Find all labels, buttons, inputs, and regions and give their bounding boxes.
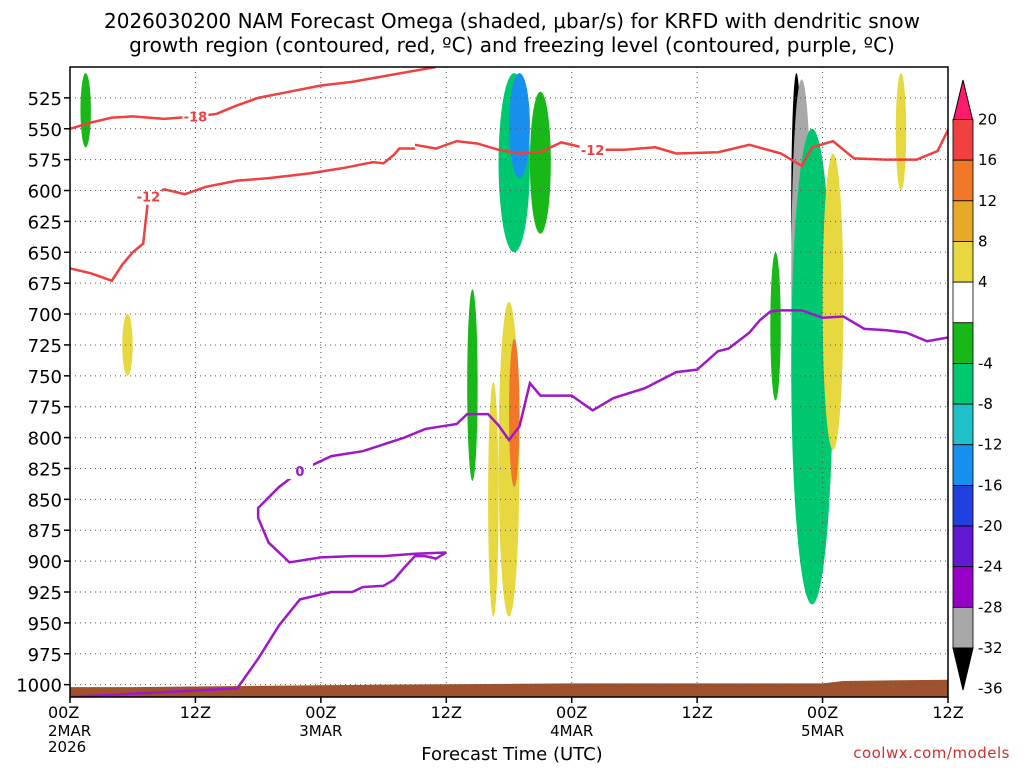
colorbar-label-2: 12: [978, 192, 997, 210]
omega-shade-region-3: [488, 382, 499, 617]
x-date-label-24: 3MAR: [299, 722, 342, 740]
y-tick-label-1000: 1000: [16, 676, 62, 697]
y-tick-label-625: 625: [28, 212, 62, 233]
omega-shade-region-1: [122, 314, 133, 376]
colorbar-label-0: 20: [978, 111, 997, 129]
chart-title-line-2: growth region (contoured, red, ºC) and f…: [129, 33, 895, 57]
y-tick-label-950: 950: [28, 614, 62, 635]
terrain-surface: [70, 679, 948, 697]
y-tick-label-975: 975: [28, 645, 62, 666]
colorbar-bottom-arrow: [952, 647, 974, 691]
contour-label-3: 0: [295, 465, 304, 480]
contour-label-2: -12: [137, 191, 161, 206]
y-tick-label-875: 875: [28, 521, 62, 542]
x-tick-label-12: 12Z: [180, 703, 211, 722]
contour-label-bg-1: [579, 141, 606, 158]
omega-shade-region-5: [509, 338, 520, 487]
contour-line-3: [70, 309, 948, 697]
omega-shade-region-8: [529, 91, 551, 234]
colorbar-label-12: -32: [978, 639, 1003, 657]
colorbar-top-arrow: [952, 79, 974, 122]
y-tick-label-675: 675: [28, 274, 62, 295]
omega-shade-region-0: [80, 73, 91, 148]
y-tick-label-750: 750: [28, 367, 62, 388]
colorbar-box-5: [952, 281, 974, 324]
y-tick-label-550: 550: [28, 120, 62, 141]
y-tick-label-925: 925: [28, 583, 62, 604]
x-tick-label-84: 12Z: [932, 703, 963, 722]
x-tick-label-24: 00Z: [305, 703, 336, 722]
y-tick-label-900: 900: [28, 552, 62, 573]
colorbar-box-13: [952, 606, 974, 649]
omega-shade-region-9: [770, 252, 781, 401]
chart-title-line-1: 2026030200 NAM Forecast Omega (shaded, μ…: [104, 9, 920, 33]
colorbar-box-3: [952, 200, 974, 242]
y-tick-label-650: 650: [28, 243, 62, 264]
colorbar-label-7: -12: [978, 436, 1003, 454]
omega-shade-region-2: [467, 289, 478, 481]
colorbar-box-9: [952, 444, 974, 486]
colorbar-label-5: -4: [978, 354, 993, 372]
colorbar-box-4: [952, 241, 974, 283]
colorbar-label-11: -28: [978, 598, 1003, 616]
year-label: 2026: [48, 738, 87, 756]
credit-text: coolwx.com/models: [853, 744, 1010, 762]
contour-line-2: [70, 147, 415, 283]
contour-label-1: -12: [581, 144, 605, 159]
colorbar-label-4: 4: [978, 273, 988, 291]
colorbar-label-9: -20: [978, 517, 1003, 535]
y-tick-label-775: 775: [28, 398, 62, 419]
y-tick-label-800: 800: [28, 429, 62, 450]
colorbar-label-1: 16: [978, 151, 997, 169]
x-tick-label-72: 00Z: [807, 703, 838, 722]
colorbar-box-12: [952, 566, 974, 608]
colorbar-box-8: [952, 403, 974, 446]
x-tick-label-48: 00Z: [556, 703, 587, 722]
colorbar-label-3: 8: [978, 232, 988, 250]
colorbar-box-11: [952, 525, 974, 568]
contour-label-bg-2: [135, 188, 162, 205]
contour-line-1: [414, 127, 948, 168]
colorbar-label-6: -8: [978, 395, 993, 413]
x-tick-label-0: 00Z: [48, 703, 79, 722]
x-date-label-0: 2MAR: [48, 722, 91, 740]
colorbar-box-6: [952, 322, 974, 364]
y-tick-label-825: 825: [28, 459, 62, 480]
contour-line-0: [70, 67, 437, 130]
x-axis-label: Forecast Time (UTC): [421, 744, 603, 765]
omega-shade-region-15: [895, 73, 907, 191]
omega-shade-region-7: [509, 73, 530, 179]
colorbar-box-10: [952, 484, 974, 527]
colorbar-box-2: [952, 159, 974, 202]
contour-label-bg-3: [286, 462, 313, 479]
y-tick-label-525: 525: [28, 89, 62, 110]
y-tick-label-725: 725: [28, 336, 62, 357]
colorbar-box-7: [952, 363, 974, 405]
colorbar-label-10: -24: [978, 558, 1003, 576]
colorbar-label-13: -36: [978, 680, 1003, 698]
y-tick-label-600: 600: [28, 182, 62, 203]
x-tick-label-60: 12Z: [681, 703, 712, 722]
colorbar-label-8: -16: [978, 476, 1003, 494]
x-date-label-48: 4MAR: [550, 722, 593, 740]
omega-shade-region-14: [822, 153, 844, 450]
plot-clipped-group: -18-12-120: [70, 67, 948, 697]
contour-label-bg-0: [182, 108, 209, 125]
y-tick-label-850: 850: [28, 490, 62, 511]
plot-frame: [69, 66, 949, 698]
colorbar-box-1: [952, 119, 974, 161]
y-tick-label-700: 700: [28, 305, 62, 326]
x-date-label-72: 5MAR: [801, 722, 844, 740]
x-tick-label-36: 12Z: [431, 703, 462, 722]
y-tick-label-575: 575: [28, 151, 62, 172]
